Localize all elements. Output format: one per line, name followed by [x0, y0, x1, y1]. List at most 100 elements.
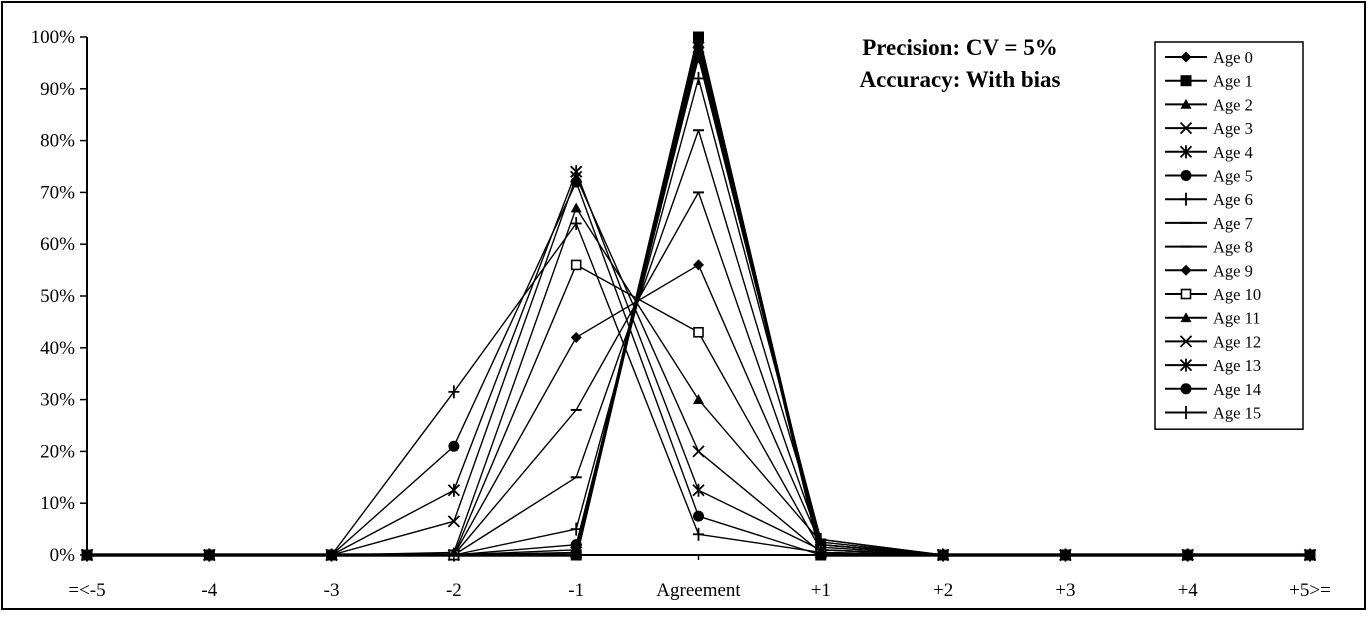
legend-label: Age 7 — [1213, 214, 1253, 233]
data-point-age-14 — [693, 510, 704, 522]
legend-marker — [1180, 192, 1192, 206]
legend-label: Age 14 — [1213, 380, 1261, 399]
y-tick-label: 80% — [40, 131, 75, 152]
legend-item: Age 4 — [1165, 143, 1253, 162]
legend-marker — [1179, 358, 1193, 372]
legend-marker — [1180, 312, 1192, 323]
series-line-age-0 — [87, 35, 1310, 557]
legend-item: Age 15 — [1165, 404, 1261, 423]
legend-label: Age 0 — [1213, 48, 1253, 67]
x-tick-label: -3 — [324, 580, 340, 601]
data-point-age-15 — [448, 385, 460, 399]
legend-marker — [1180, 288, 1192, 300]
x-tick-label: =<-5 — [68, 580, 105, 601]
legend-item: Age 12 — [1165, 332, 1261, 351]
legend-item: Age 8 — [1165, 238, 1253, 257]
data-point-age-13 — [692, 483, 705, 497]
data-point-age-12 — [692, 445, 705, 458]
y-tick-label: 60% — [40, 234, 75, 255]
legend-label: Age 10 — [1213, 285, 1261, 304]
legend-label: Age 3 — [1213, 119, 1253, 138]
x-tick-label: +2 — [933, 580, 953, 601]
legend-label: Age 1 — [1213, 72, 1253, 91]
x-tick-label: +4 — [1178, 580, 1199, 601]
legend-marker — [1180, 383, 1192, 395]
y-tick-label: 10% — [40, 493, 75, 514]
data-point-age-15 — [693, 527, 704, 541]
legend-item: Age 13 — [1165, 356, 1261, 375]
y-tick-label: 0% — [50, 545, 76, 566]
data-point-age-13 — [570, 165, 583, 179]
series-line-age-6 — [87, 77, 1310, 556]
data-point-age-10 — [693, 326, 704, 338]
x-tick-label: +1 — [811, 580, 831, 601]
legend-marker — [1179, 335, 1193, 348]
series-line-age-2 — [87, 41, 1310, 556]
data-point-age-13 — [447, 483, 461, 497]
y-tick-label: 50% — [40, 286, 75, 307]
y-tick-label: 70% — [40, 182, 75, 203]
series-line-age-14 — [87, 181, 1310, 556]
data-point-age-9 — [570, 331, 582, 343]
legend-item: Age 1 — [1165, 72, 1253, 91]
series-line-age-13 — [87, 170, 1310, 556]
data-point-age-15 — [570, 216, 582, 230]
y-tick-label: 30% — [40, 390, 75, 411]
x-marker-stroke — [692, 445, 705, 458]
data-point-age-14 — [570, 176, 582, 188]
x-tick-label: -4 — [201, 580, 217, 601]
y-tick-label: 20% — [40, 441, 75, 462]
data-point-age-5 — [693, 52, 704, 64]
series-line-age-15 — [87, 222, 1310, 556]
x-marker-stroke — [1179, 335, 1193, 348]
legend-label: Age 5 — [1213, 167, 1253, 186]
legend-label: Age 12 — [1213, 332, 1261, 351]
series-line-age-4 — [87, 51, 1310, 556]
data-point-age-6 — [570, 522, 582, 536]
legend-item: Age 7 — [1165, 214, 1253, 233]
chart-title-line: Accuracy: With bias — [859, 67, 1060, 92]
legend-marker — [1180, 170, 1192, 181]
data-point-age-11 — [570, 202, 582, 213]
legend-marker — [1180, 75, 1192, 87]
legend-marker — [1180, 98, 1192, 109]
legend-item: Age 2 — [1165, 95, 1253, 114]
legend-item: Age 5 — [1165, 167, 1253, 186]
legend-label: Age 9 — [1213, 261, 1253, 280]
legend-item: Age 0 — [1165, 48, 1253, 67]
x-tick-label: Agreement — [656, 580, 741, 601]
data-point-age-11 — [815, 536, 827, 547]
legend-label: Age 8 — [1213, 238, 1253, 257]
data-point-age-14 — [448, 440, 460, 452]
legend-item: Age 10 — [1165, 285, 1261, 304]
legend-label: Age 15 — [1213, 404, 1261, 423]
data-point-age-5 — [570, 539, 582, 551]
legend-label: Age 4 — [1213, 143, 1253, 162]
data-point-age-9 — [693, 259, 704, 271]
data-point-age-10 — [570, 259, 582, 271]
x-tick-label: -2 — [446, 580, 462, 601]
legend-item: Age 9 — [1165, 261, 1253, 280]
legend-label: Age 11 — [1213, 309, 1261, 328]
legend-label: Age 6 — [1213, 190, 1253, 209]
x-tick-label: +5>= — [1289, 580, 1331, 601]
data-point-age-11 — [448, 546, 460, 557]
x-marker-stroke — [1179, 121, 1193, 135]
y-tick-label: 90% — [40, 79, 75, 100]
data-point-age-12 — [447, 515, 461, 528]
legend-item: Age 3 — [1165, 119, 1253, 138]
x-tick-label: +3 — [1055, 580, 1075, 601]
legend-marker — [1179, 121, 1193, 135]
legend-item: Age 6 — [1165, 190, 1253, 209]
series-line-age-8 — [87, 191, 1310, 556]
legend-marker — [1179, 145, 1193, 159]
legend-item: Age 11 — [1165, 309, 1261, 328]
x-marker-stroke — [447, 515, 461, 528]
legend-label: Age 2 — [1213, 95, 1253, 114]
series-line-age-3 — [87, 46, 1310, 556]
y-tick-label: 100% — [31, 27, 76, 48]
chart-title-line: Precision: CV = 5% — [862, 35, 1058, 60]
